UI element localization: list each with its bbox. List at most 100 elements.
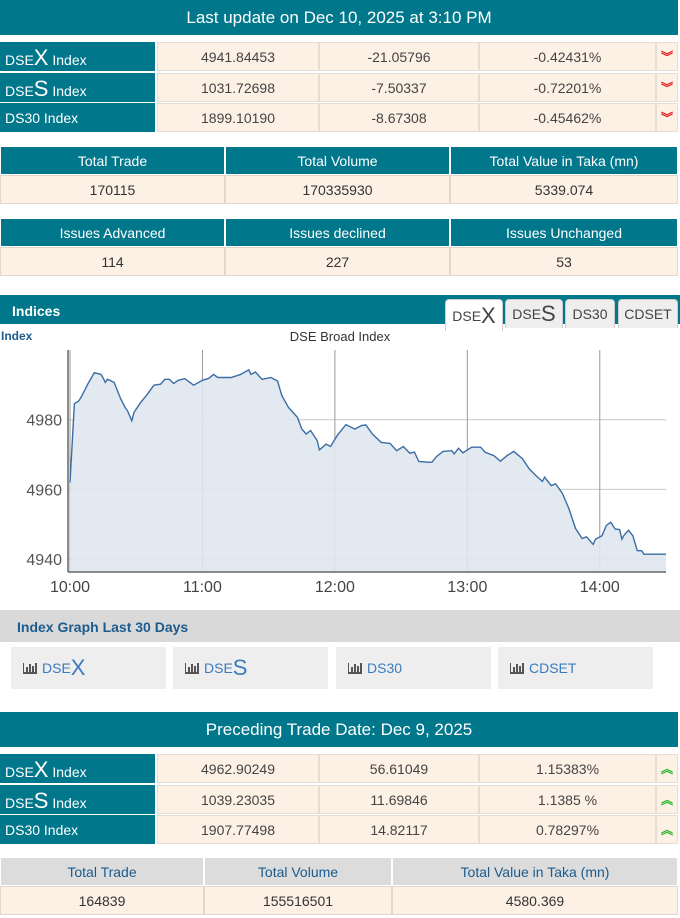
label-prefix: CDSET xyxy=(624,306,672,322)
label-prefix: DSE xyxy=(452,307,482,324)
double-chevron-up-icon: ︽ xyxy=(656,785,678,814)
preceding-trade-header: Preceding Trade Date: Dec 9, 2025 xyxy=(0,712,678,747)
label-suffix: Index xyxy=(48,795,87,811)
label-suffix: DS30 Index xyxy=(5,109,79,126)
intraday-index-chart: DSE Broad Index Index 4940 4960 4980 10:00 11:… xyxy=(1,329,666,596)
index-name[interactable]: DSE S Index xyxy=(0,785,155,814)
cell: 170335930 xyxy=(225,175,450,204)
label-prefix: DS30 xyxy=(572,306,608,322)
col-header: Total Value in Taka (mn) xyxy=(450,146,678,175)
graph-30-days-button[interactable]: DS30 xyxy=(336,647,491,689)
graph-30-days-button[interactable]: DSE S xyxy=(173,647,328,689)
index-graph-30-days-header: Index Graph Last 30 Days xyxy=(0,610,680,642)
tab-index-3[interactable]: CDSET xyxy=(618,299,678,328)
index-change: -21.05796 xyxy=(319,42,479,71)
trade-summary-table: Total Trade Total Volume Total Value in Ta… xyxy=(0,146,678,204)
label-prefix: CDSET xyxy=(529,660,577,676)
label-big-letter: X xyxy=(481,302,496,328)
label-big-letter: S xyxy=(232,655,248,680)
index-value: 1899.10190 xyxy=(157,103,319,132)
double-chevron-up-icon: ︽ xyxy=(656,815,678,844)
label-suffix: DS30 Index xyxy=(5,821,79,838)
label-prefix: DSE xyxy=(512,306,542,322)
index-value: 4941.84453 xyxy=(157,42,319,71)
label-prefix: DSE xyxy=(42,660,71,676)
index-value: 1907.77498 xyxy=(157,815,319,844)
index-name[interactable]: DSE X Index xyxy=(0,754,155,783)
cell: 227 xyxy=(225,247,450,276)
col-header: Total Volume xyxy=(225,146,450,175)
index-change-percent: 1.15383% xyxy=(479,754,656,783)
index-row: DSE S Index 1039.23035 11.69846 1.1385 % … xyxy=(0,785,678,814)
col-header: Issues Advanced xyxy=(0,218,225,247)
x-tick-label: 13:00 xyxy=(447,579,487,596)
index-name[interactable]: DS30 Index xyxy=(0,815,155,844)
index-row: DS30 Index 1907.77498 14.82117 0.78297% … xyxy=(0,815,678,844)
tab-index-2[interactable]: DS30 xyxy=(565,299,615,328)
index-change: 11.69846 xyxy=(319,785,479,814)
chart-title: DSE Broad Index xyxy=(290,329,391,344)
index-value: 1039.23035 xyxy=(157,785,319,814)
label-big-letter: X xyxy=(70,655,86,680)
index-row: DS30 Index 1899.10190 -8.67308 -0.45462%… xyxy=(0,103,678,132)
x-tick-label: 14:00 xyxy=(580,579,620,596)
index-change-percent: -0.42431% xyxy=(479,42,656,71)
col-header: Total Trade xyxy=(0,146,225,175)
label-suffix: Index xyxy=(48,764,87,780)
index-change: 14.82117 xyxy=(319,815,479,844)
x-tick-label: 12:00 xyxy=(315,579,355,596)
preceding-trade-table: Total Trade Total Volume Total Value in Ta… xyxy=(0,857,678,915)
label-big-letter: S xyxy=(33,76,49,101)
x-tick-label: 10:00 xyxy=(50,579,90,596)
index-value: 1031.72698 xyxy=(157,73,319,102)
last-update-text: Last update on Dec 10, 2025 at 3:10 PM xyxy=(186,7,492,27)
graph-30-days-button[interactable]: CDSET xyxy=(498,647,653,689)
index-change-percent: -0.45462% xyxy=(479,103,656,132)
tab-index-0[interactable]: DSE X xyxy=(445,299,503,331)
last-update-header: Last update on Dec 10, 2025 at 3:10 PM xyxy=(0,0,678,35)
index-name[interactable]: DSE X Index xyxy=(0,42,155,71)
tab-index-1[interactable]: DSE S xyxy=(505,299,563,328)
index-change: 56.61049 xyxy=(319,754,479,783)
label-prefix: DSE xyxy=(5,52,34,68)
double-chevron-down-icon: ︾ xyxy=(656,73,678,102)
label-prefix: DSE xyxy=(5,795,34,811)
area-fill xyxy=(70,369,666,572)
double-chevron-up-icon: ︽ xyxy=(656,754,678,783)
cell: 164839 xyxy=(0,886,204,915)
index-row: DSE X Index 4962.90249 56.61049 1.15383% … xyxy=(0,754,678,783)
y-tick-label: 4960 xyxy=(26,482,62,499)
cell: 53 xyxy=(450,247,678,276)
issues-table: Issues Advanced Issues declined Issues Unc… xyxy=(0,218,678,276)
index-change-percent: -0.72201% xyxy=(479,73,656,102)
indices-title: Indices xyxy=(12,303,61,319)
label-big-letter: X xyxy=(33,757,49,782)
index-change-percent: 1.1385 % xyxy=(479,785,656,814)
index-row: DSE S Index 1031.72698 -7.50337 -0.72201%… xyxy=(0,73,678,102)
index-name[interactable]: DS30 Index xyxy=(0,103,155,132)
y-tick-label: 4940 xyxy=(26,552,62,569)
double-chevron-down-icon: ︾ xyxy=(656,42,678,71)
index-change: -7.50337 xyxy=(319,73,479,102)
bar-chart-icon xyxy=(348,662,362,674)
cell: 4580.369 xyxy=(392,886,678,915)
bar-chart-icon xyxy=(185,662,199,674)
col-header: Total Value in Taka (mn) xyxy=(392,857,678,886)
cell: 155516501 xyxy=(204,886,392,915)
col-header: Issues Unchanged xyxy=(450,218,678,247)
y-axis-label: Index xyxy=(1,329,33,343)
graph-30-days-button[interactable]: DSE X xyxy=(11,647,166,689)
index-change: -8.67308 xyxy=(319,103,479,132)
series-line xyxy=(69,368,666,555)
bar-chart-icon xyxy=(23,662,37,674)
label-prefix: DSE xyxy=(204,660,233,676)
label-big-letter: S xyxy=(541,301,556,326)
cell: 114 xyxy=(0,247,225,276)
x-tick-label: 11:00 xyxy=(183,579,222,596)
y-tick-label: 4980 xyxy=(26,413,62,430)
cell: 170115 xyxy=(0,175,225,204)
index-name[interactable]: DSE S Index xyxy=(0,73,155,102)
col-header: Total Volume xyxy=(204,857,392,886)
index-change-percent: 0.78297% xyxy=(479,815,656,844)
col-header: Total Trade xyxy=(0,857,204,886)
